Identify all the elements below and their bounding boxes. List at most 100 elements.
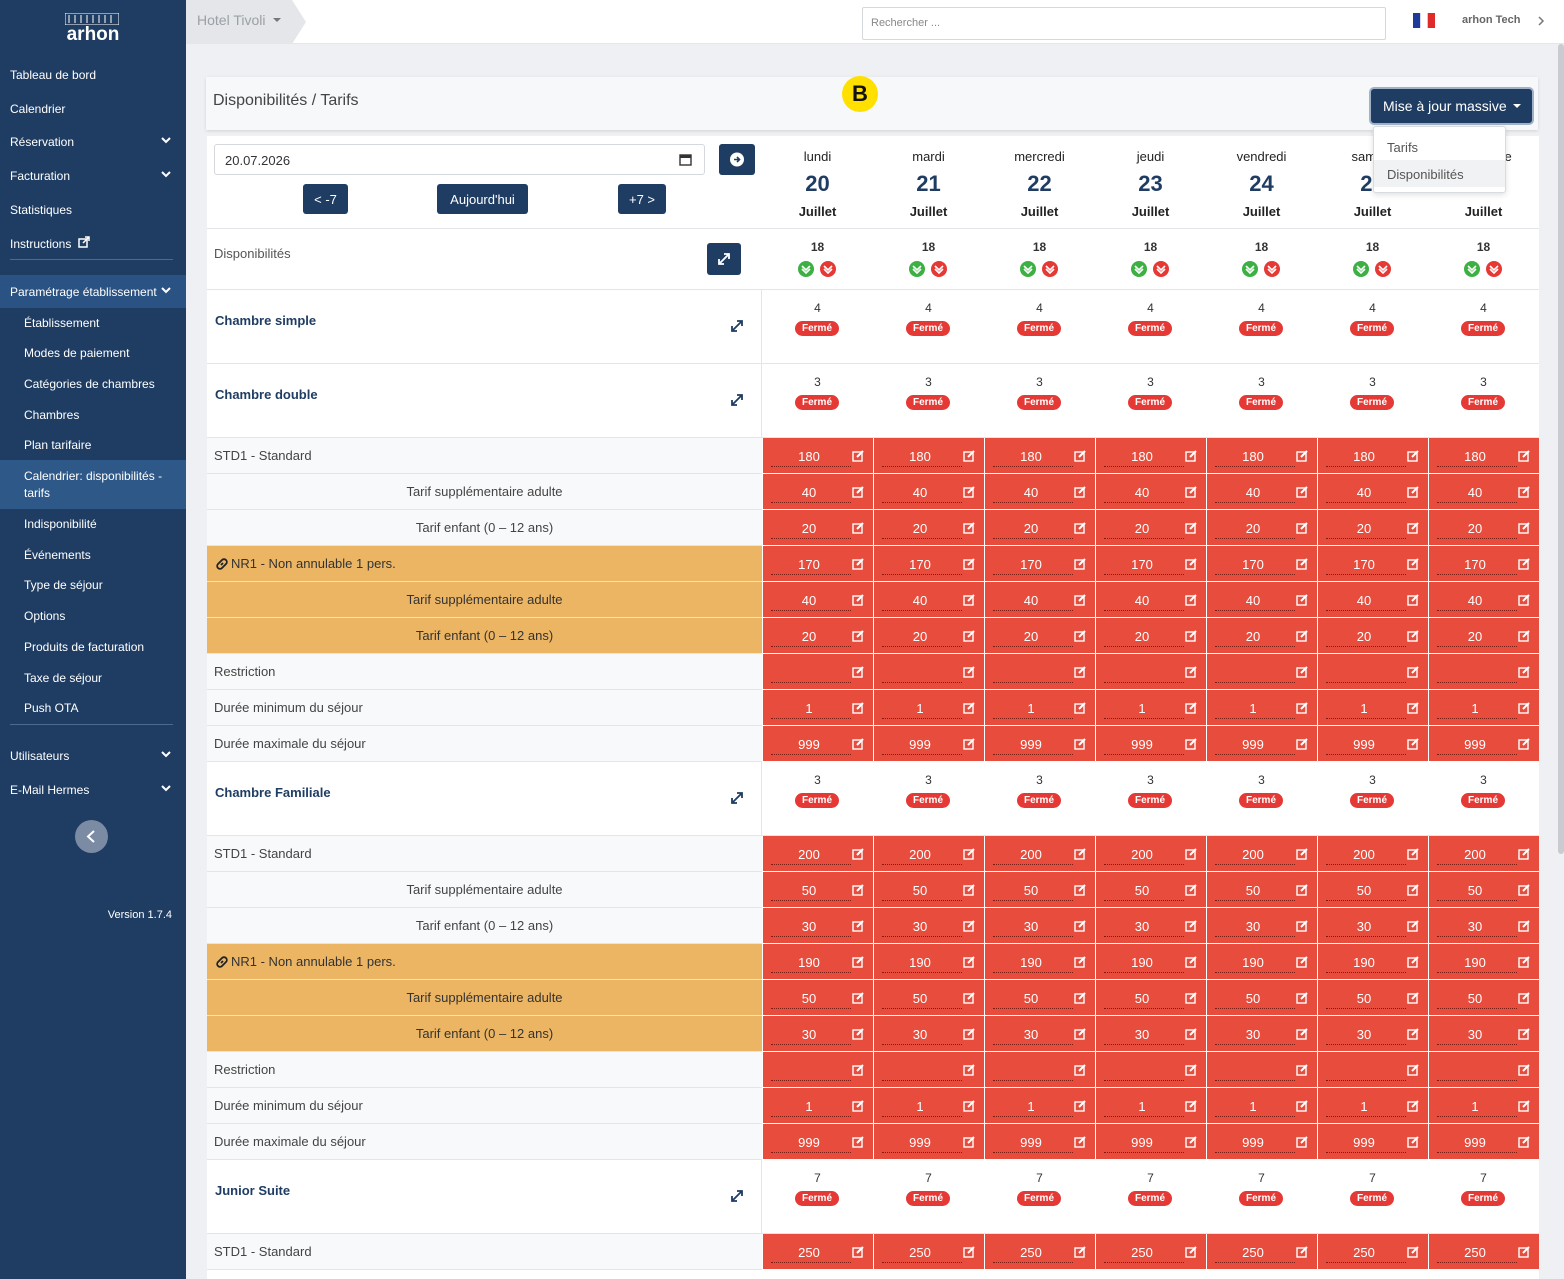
rate-cell[interactable] — [874, 654, 984, 689]
menu-item[interactable]: Catégories de chambres — [24, 377, 155, 391]
menu-item[interactable]: Produits de facturation — [24, 640, 145, 654]
rate-cell[interactable]: 999 — [1096, 726, 1206, 761]
menu-item[interactable]: Statistiques — [10, 203, 73, 217]
rate-cell[interactable]: 180 — [763, 438, 873, 473]
rate-cell[interactable]: 999 — [1207, 1124, 1317, 1159]
rate-cell[interactable]: 30 — [1207, 908, 1317, 943]
rate-cell[interactable]: 999 — [874, 1124, 984, 1159]
hotel-selector[interactable]: Hotel Tivoli — [197, 12, 266, 28]
rate-cell[interactable]: 250 — [1429, 1234, 1539, 1269]
rate-cell[interactable]: 180 — [1207, 438, 1317, 473]
rate-cell[interactable] — [1096, 1052, 1206, 1087]
rate-cell[interactable]: 40 — [1096, 474, 1206, 509]
bulk-update-button[interactable]: Mise à jour massive — [1371, 89, 1532, 123]
nav-button[interactable]: < -7 — [303, 184, 348, 214]
rate-cell[interactable]: 999 — [1429, 1124, 1539, 1159]
rate-cell[interactable]: 20 — [1429, 510, 1539, 545]
menu-item[interactable]: Chambres — [24, 408, 80, 422]
rate-cell[interactable]: 200 — [985, 836, 1095, 871]
menu-item[interactable]: Push OTA — [24, 701, 79, 715]
rate-cell[interactable]: 20 — [1318, 618, 1428, 653]
rate-cell[interactable]: 999 — [763, 726, 873, 761]
menu-item[interactable]: Type de séjour — [24, 578, 103, 592]
rate-cell[interactable] — [1429, 654, 1539, 689]
menu-item[interactable]: E-Mail Hermes — [10, 783, 90, 797]
rate-cell[interactable]: 1 — [1318, 1088, 1428, 1123]
rate-cell[interactable]: 1 — [1096, 690, 1206, 725]
rate-cell[interactable]: 50 — [874, 872, 984, 907]
menu-item[interactable]: Paramétrage établissement — [10, 285, 157, 299]
menu-item[interactable]: Facturation — [10, 169, 71, 183]
rate-cell[interactable]: 999 — [1318, 1124, 1428, 1159]
expand-button[interactable]: width="14" height="14" viewBox="0 0 14 1… — [707, 243, 741, 275]
menu-item[interactable]: Calendrier: disponibilités - tarifs — [24, 469, 163, 500]
rate-cell[interactable]: 50 — [1096, 980, 1206, 1015]
rate-cell[interactable] — [1429, 1052, 1539, 1087]
rate-cell[interactable]: 50 — [1318, 872, 1428, 907]
rate-cell[interactable]: 50 — [985, 980, 1095, 1015]
rate-cell[interactable]: 999 — [1318, 726, 1428, 761]
rate-cell[interactable]: 40 — [874, 582, 984, 617]
nav-button[interactable]: +7 > — [618, 184, 666, 214]
rate-cell[interactable]: 250 — [763, 1234, 873, 1269]
rate-cell[interactable]: 40 — [985, 474, 1095, 509]
rate-cell[interactable]: 30 — [1096, 908, 1206, 943]
nav-button[interactable]: Aujourd'hui — [437, 184, 528, 214]
menu-item[interactable]: Modes de paiement — [24, 346, 130, 360]
date-input[interactable]: 20.07.2026 — [214, 144, 705, 175]
rate-cell[interactable]: 40 — [1318, 474, 1428, 509]
rate-cell[interactable]: 200 — [1429, 836, 1539, 871]
rate-cell[interactable]: 30 — [985, 1016, 1095, 1051]
menu-item[interactable]: Calendrier — [10, 102, 66, 116]
rate-cell[interactable] — [985, 654, 1095, 689]
rate-cell[interactable]: 200 — [763, 836, 873, 871]
go-button[interactable] — [719, 144, 755, 175]
user-menu[interactable]: arhon Tech — [1462, 14, 1521, 26]
rate-cell[interactable]: 250 — [985, 1234, 1095, 1269]
rate-cell[interactable]: 20 — [874, 618, 984, 653]
rate-cell[interactable]: 40 — [874, 474, 984, 509]
menu-item[interactable]: Taxe de séjour — [24, 671, 103, 685]
menu-item[interactable]: Utilisateurs — [10, 749, 70, 763]
rate-cell[interactable]: 30 — [763, 1016, 873, 1051]
rate-cell[interactable]: 250 — [1096, 1234, 1206, 1269]
rate-cell[interactable]: 1 — [874, 690, 984, 725]
menu-item[interactable]: Indisponibilité — [24, 517, 97, 531]
rate-cell[interactable]: 170 — [874, 546, 984, 581]
rate-cell[interactable]: 20 — [985, 618, 1095, 653]
rate-cell[interactable]: 170 — [1207, 546, 1317, 581]
rate-cell[interactable]: 170 — [1096, 546, 1206, 581]
rate-cell[interactable]: 30 — [1318, 908, 1428, 943]
rate-cell[interactable]: 30 — [1096, 1016, 1206, 1051]
rate-cell[interactable]: 999 — [985, 1124, 1095, 1159]
rate-cell[interactable]: 30 — [1429, 908, 1539, 943]
rate-cell[interactable]: 50 — [1096, 872, 1206, 907]
rate-cell[interactable]: 200 — [1207, 836, 1317, 871]
rate-cell[interactable]: 999 — [1207, 726, 1317, 761]
rate-cell[interactable]: 40 — [1207, 582, 1317, 617]
rate-cell[interactable]: 200 — [1096, 836, 1206, 871]
rate-cell[interactable]: 20 — [763, 618, 873, 653]
rate-cell[interactable]: 20 — [1318, 510, 1428, 545]
rate-cell[interactable] — [985, 1052, 1095, 1087]
rate-cell[interactable]: 20 — [1429, 618, 1539, 653]
rate-cell[interactable]: 40 — [985, 582, 1095, 617]
rate-cell[interactable] — [1207, 1052, 1317, 1087]
rate-cell[interactable]: 1 — [1429, 690, 1539, 725]
rate-cell[interactable]: 170 — [985, 546, 1095, 581]
rate-cell[interactable]: 50 — [1207, 980, 1317, 1015]
rate-cell[interactable]: 40 — [1429, 582, 1539, 617]
rate-cell[interactable]: 190 — [874, 944, 984, 979]
menu-item[interactable]: Événements — [24, 548, 91, 562]
rate-cell[interactable]: 20 — [1096, 510, 1206, 545]
rate-cell[interactable]: 1 — [1318, 690, 1428, 725]
rate-cell[interactable]: 1 — [1207, 1088, 1317, 1123]
menu-option[interactable]: Disponibilités — [1374, 160, 1505, 187]
rate-cell[interactable]: 40 — [1429, 474, 1539, 509]
rate-cell[interactable]: 999 — [763, 1124, 873, 1159]
rate-cell[interactable]: 250 — [874, 1234, 984, 1269]
rate-cell[interactable]: 190 — [1429, 944, 1539, 979]
rate-cell[interactable]: 999 — [1096, 1124, 1206, 1159]
rate-cell[interactable] — [1096, 654, 1206, 689]
rate-cell[interactable] — [763, 654, 873, 689]
